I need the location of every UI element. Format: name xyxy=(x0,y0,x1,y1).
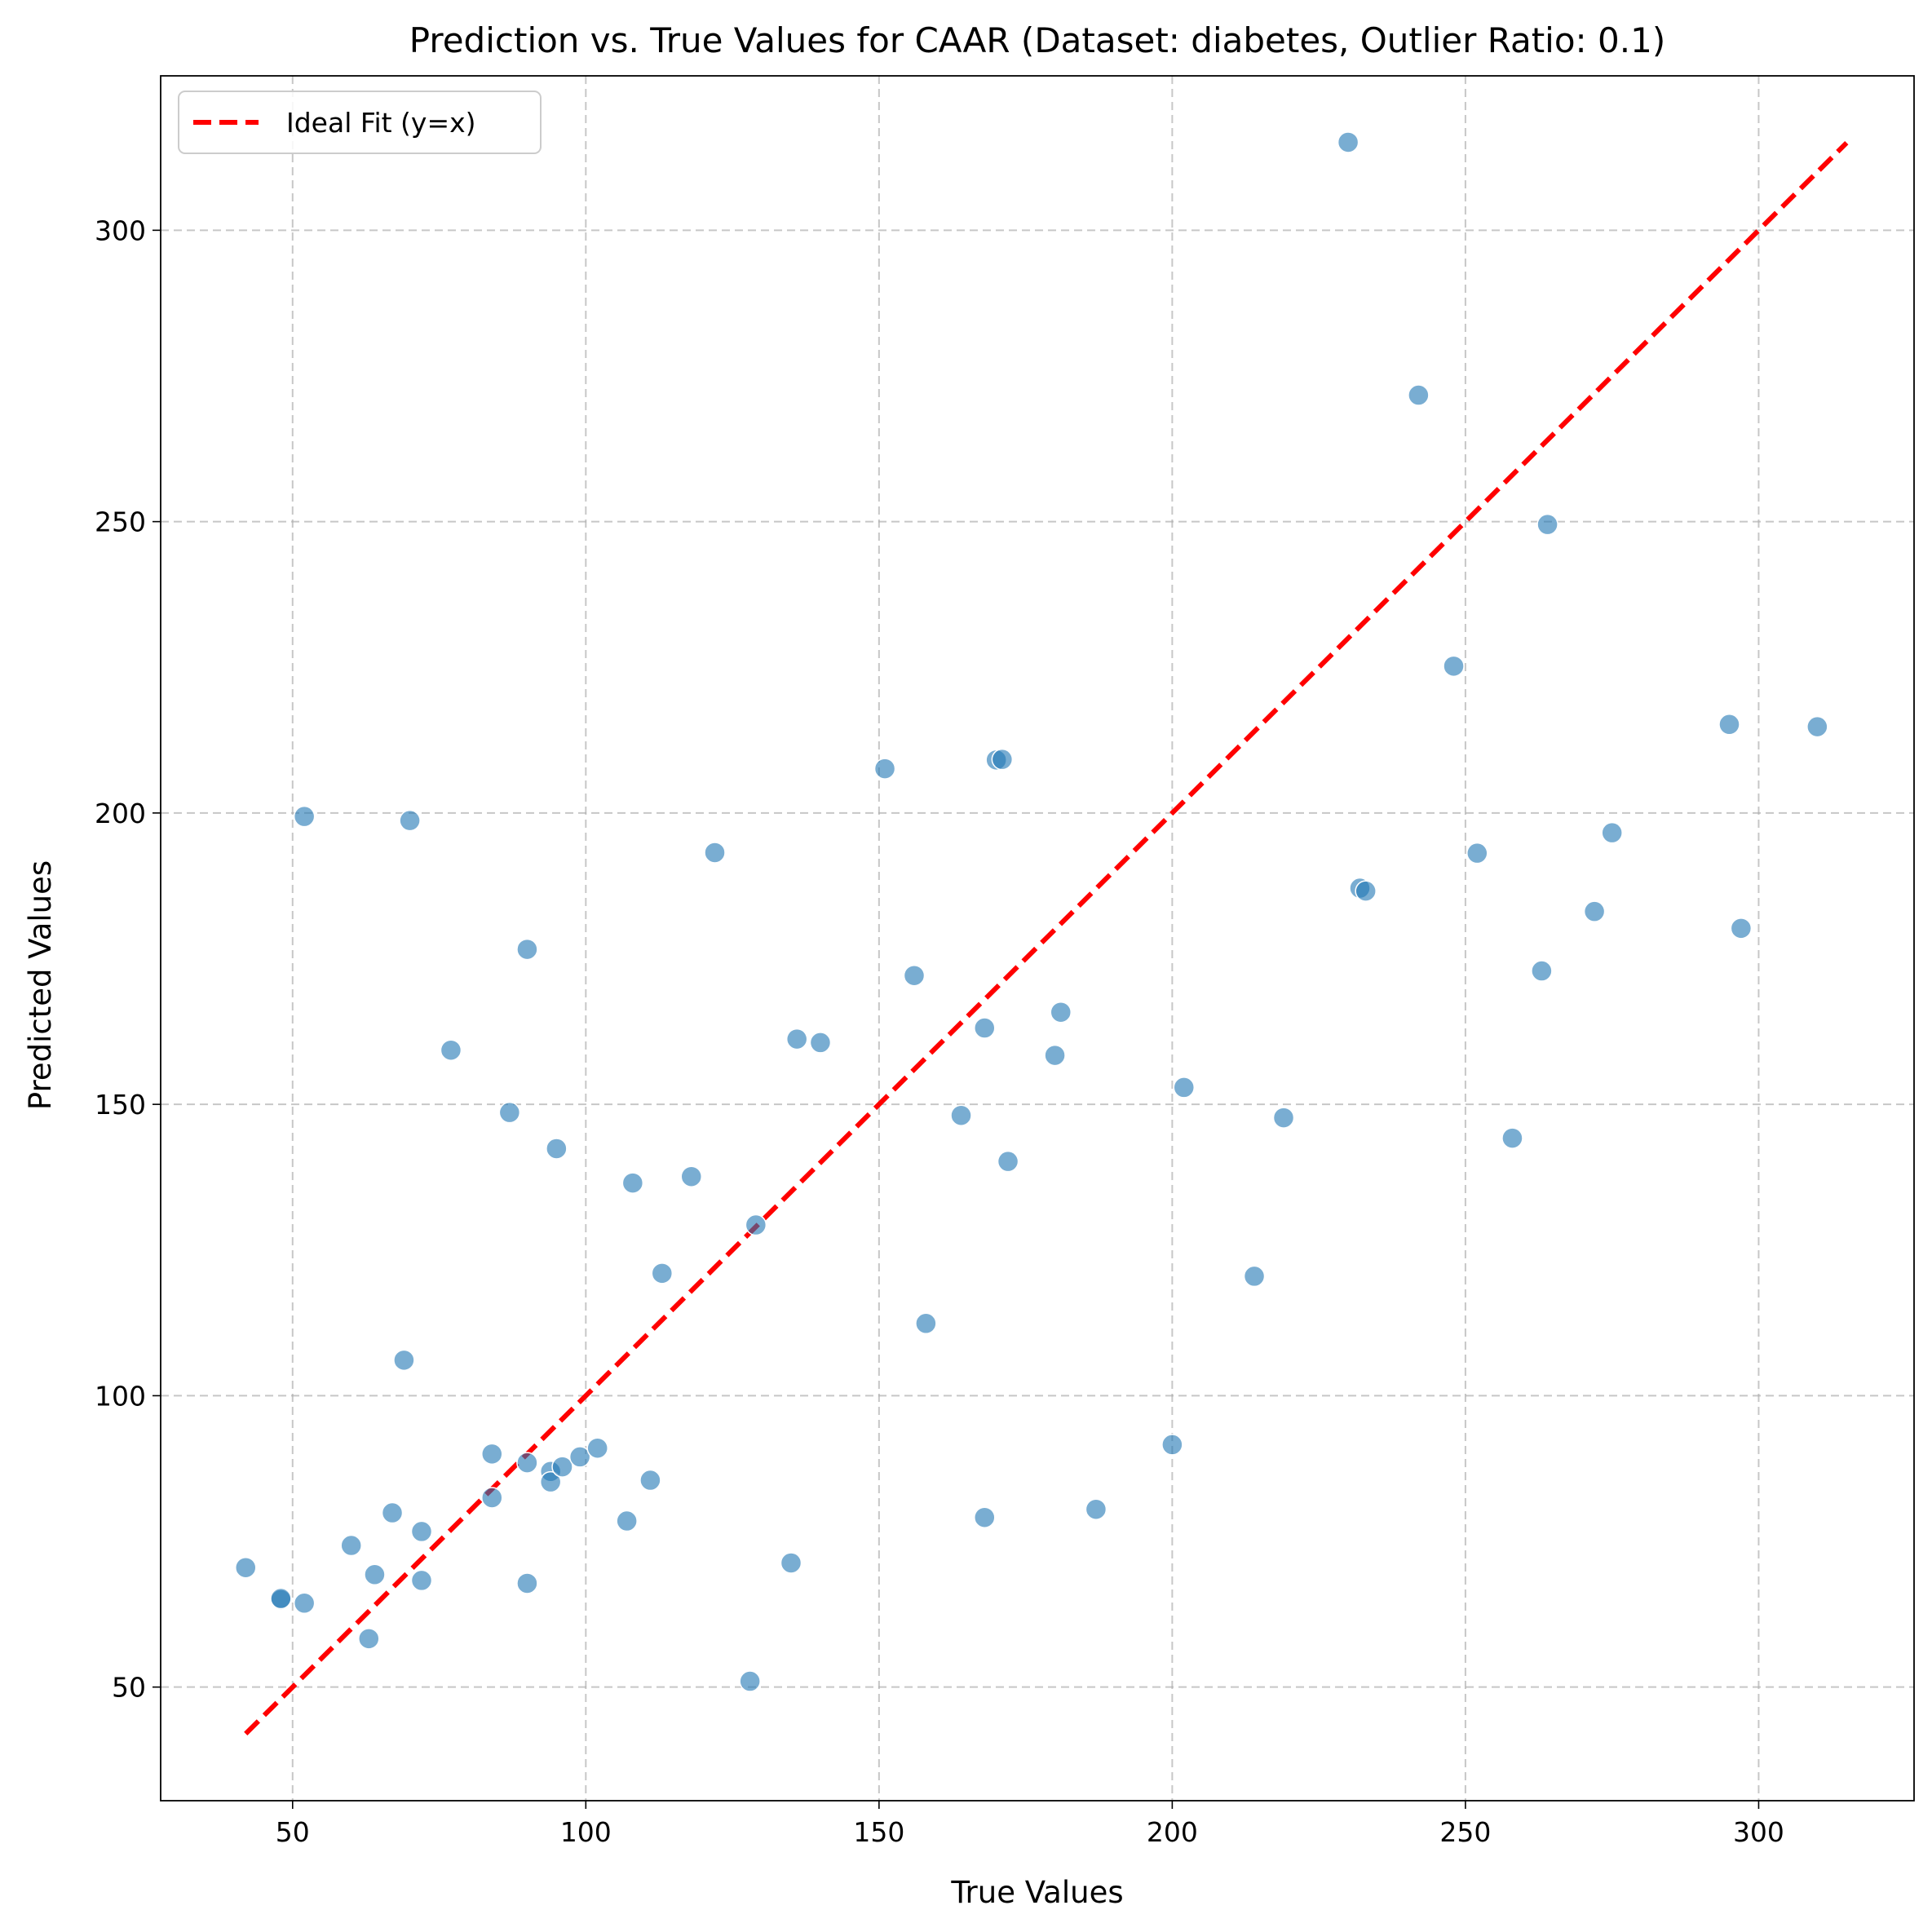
scatter-point xyxy=(974,1506,996,1528)
scatter-point xyxy=(399,809,421,832)
x-tick-label: 300 xyxy=(1733,1816,1784,1848)
scatter-point xyxy=(1044,1044,1066,1067)
scatter-point xyxy=(539,1470,562,1493)
y-tick-label: 300 xyxy=(95,214,146,246)
scatter-point xyxy=(780,1552,802,1574)
scatter-point xyxy=(1806,715,1828,738)
scatter-point xyxy=(745,1214,767,1236)
scatter-point xyxy=(809,1032,832,1054)
scatter-point xyxy=(1531,960,1553,982)
scatter-point xyxy=(440,1039,462,1061)
scatter-point xyxy=(1173,1077,1196,1099)
y-tick-label: 100 xyxy=(95,1380,146,1412)
x-axis-label: True Values xyxy=(950,1875,1123,1910)
points-layer xyxy=(235,131,1828,1692)
scatter-point xyxy=(393,1349,415,1372)
scatter-point xyxy=(481,1487,503,1509)
scatter-point xyxy=(1730,917,1753,939)
x-tick-label: 250 xyxy=(1439,1816,1491,1848)
scatter-point xyxy=(639,1469,661,1492)
scatter-point xyxy=(1272,1107,1295,1129)
chart-title: Prediction vs. True Values for CAAR (Dat… xyxy=(409,20,1665,60)
scatter-point xyxy=(516,1572,538,1594)
scatter-point xyxy=(481,1443,503,1466)
scatter-point xyxy=(1536,513,1558,536)
scatter-point xyxy=(785,1028,808,1050)
scatter-point xyxy=(235,1556,257,1579)
scatter-point xyxy=(498,1101,521,1124)
legend-box xyxy=(178,91,542,154)
grid xyxy=(161,76,1914,1801)
y-tick-label: 200 xyxy=(95,798,146,829)
y-tick-label: 150 xyxy=(95,1089,146,1121)
scatter-point xyxy=(974,1017,996,1039)
scatter-point xyxy=(950,1104,972,1126)
plot-frame xyxy=(160,75,1915,1802)
scatter-point xyxy=(1718,714,1740,736)
scatter-point xyxy=(293,805,316,828)
scatter-point xyxy=(516,938,538,961)
scatter-point xyxy=(270,1587,292,1610)
y-tick-label: 50 xyxy=(112,1672,146,1704)
scatter-point xyxy=(1408,384,1430,406)
legend-label-ideal-fit: Ideal Fit (y=x) xyxy=(286,107,476,139)
scatter-point xyxy=(1050,1001,1072,1023)
scatter-point xyxy=(1337,131,1359,153)
scatter-point xyxy=(873,758,896,780)
scatter-point xyxy=(903,964,926,987)
x-tick-label: 100 xyxy=(560,1816,612,1848)
scatter-point xyxy=(364,1563,386,1586)
scatter-point xyxy=(1583,900,1606,922)
x-tick-label: 50 xyxy=(276,1816,310,1848)
scatter-point xyxy=(1085,1498,1107,1520)
ideal-fit-line xyxy=(244,141,1849,1735)
scatter-point xyxy=(1243,1265,1266,1288)
scatter-point xyxy=(704,842,726,864)
legend: Ideal Fit (y=x) xyxy=(178,91,542,154)
scatter-point xyxy=(410,1569,433,1592)
y-axis-label: Predicted Values xyxy=(23,860,58,1110)
ideal-fit-layer xyxy=(244,141,1849,1735)
scatter-point xyxy=(991,748,1014,771)
scatter-point xyxy=(739,1670,761,1692)
y-tick-label: 250 xyxy=(95,506,146,538)
scatter-point xyxy=(551,1456,573,1478)
scatter-point xyxy=(516,1452,538,1474)
scatter-point xyxy=(586,1437,608,1459)
scatter-point xyxy=(651,1262,674,1284)
scatter-point xyxy=(621,1172,644,1194)
scatter-point xyxy=(1466,842,1488,864)
x-tick-label: 150 xyxy=(853,1816,904,1848)
scatter-point xyxy=(997,1150,1019,1173)
scatter-point xyxy=(1355,880,1377,902)
scatter-point xyxy=(410,1520,433,1543)
scatter-point xyxy=(616,1510,638,1532)
scatter-point xyxy=(915,1312,937,1335)
axis-ticks: 50 100 150 200 250 300 50 100 150 200 250 300 xyxy=(95,214,1784,1848)
scatter-point xyxy=(293,1592,316,1615)
x-tick-label: 200 xyxy=(1147,1816,1198,1848)
scatter-point xyxy=(568,1446,591,1468)
scatter-point xyxy=(1601,821,1623,844)
scatter-point xyxy=(546,1138,568,1160)
scatter-point xyxy=(1161,1434,1183,1456)
scatter-point xyxy=(381,1501,404,1524)
scatter-point xyxy=(358,1628,380,1650)
scatter-point xyxy=(340,1534,362,1557)
scatter-point xyxy=(1501,1127,1523,1149)
scatter-point xyxy=(1443,655,1465,678)
scatter-point xyxy=(680,1165,703,1187)
